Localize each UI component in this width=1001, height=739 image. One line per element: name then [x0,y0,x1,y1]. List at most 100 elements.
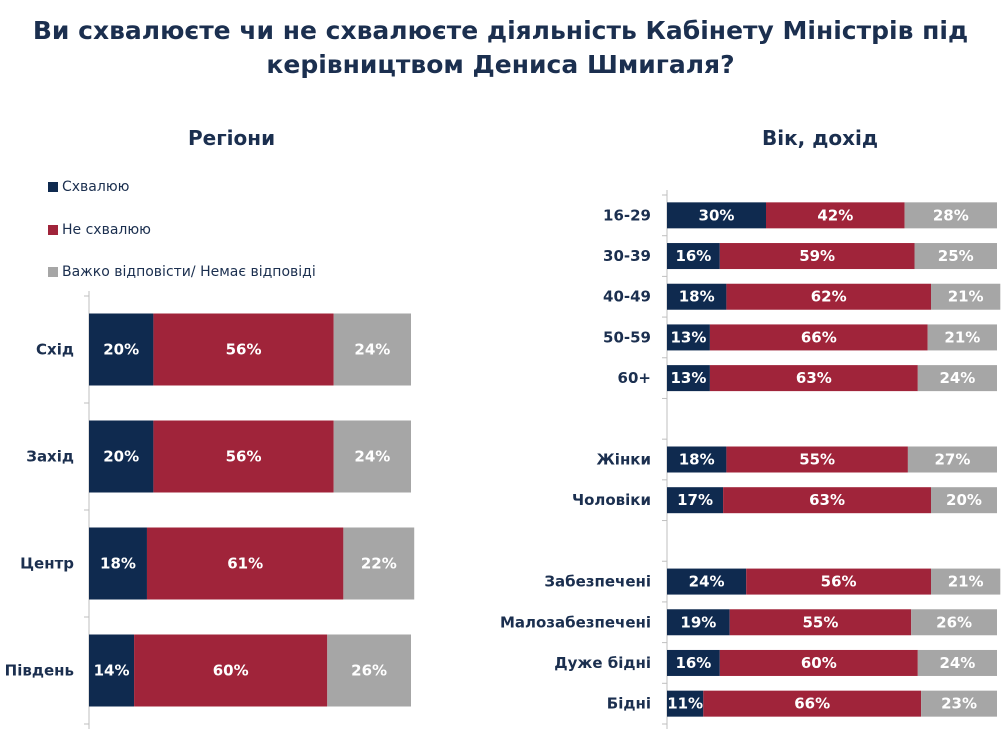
category-label: Чоловіки [572,491,651,509]
data-label: 42% [817,206,853,224]
bar-segment [766,202,905,229]
legend-label: Не схвалюю [62,222,151,238]
data-label: 60% [213,662,249,680]
data-label: 26% [351,662,387,680]
legend-swatch [48,267,58,277]
category-label: Бідні [607,695,651,713]
bar-segment [726,283,931,310]
bar-segment [89,313,154,386]
bar-segment [327,634,411,707]
bar-segment [89,527,147,600]
data-label: 56% [226,448,262,466]
data-label: 20% [103,448,139,466]
data-label: 20% [103,341,139,359]
data-label: 19% [680,613,716,631]
category-label: Захід [26,448,74,466]
bar-segment [931,568,1001,595]
bar-segment [667,568,747,595]
data-label: 55% [802,613,838,631]
data-label: 55% [799,451,835,469]
category-label: Південь [5,662,74,680]
legend-item-approve: Схвалюю [48,179,129,195]
data-label: 60% [801,654,837,672]
category-label: 16-29 [603,206,651,224]
data-label: 24% [939,369,975,387]
bar-segment [723,487,931,514]
bar-segment [89,634,135,707]
bar-segment [667,324,710,351]
legend-swatch [48,182,58,192]
legend-label: Важко відповісти/ Немає відповіді [62,264,316,280]
bar-segment [729,609,912,636]
data-label: 59% [799,247,835,265]
bar-segment [911,609,997,636]
bar-segment [134,634,328,707]
bar-segment [343,527,415,600]
data-label: 17% [677,491,713,509]
bar-segment [931,487,997,514]
data-label: 21% [948,573,984,591]
data-label: 18% [679,288,715,306]
category-label: Забезпечені [544,573,651,591]
data-label: 26% [936,613,972,631]
bar-segment [703,690,922,717]
bar-segment [914,243,997,270]
data-label: 27% [934,451,970,469]
bar-segment [719,243,915,270]
data-label: 21% [944,328,980,346]
data-label: 20% [946,491,982,509]
bar-segment [153,313,334,386]
bar-segment [333,313,411,386]
data-label: 24% [939,654,975,672]
legend-swatch [48,225,58,235]
data-label: 16% [675,247,711,265]
bar-segment [153,420,334,493]
data-label: 63% [809,491,845,509]
category-label: Центр [20,555,74,573]
bar-segment [746,568,931,595]
bar-segment [667,446,727,473]
data-label: 63% [796,369,832,387]
bar-segment [146,527,344,600]
category-label: Малозабезпечені [500,613,651,631]
data-label: 66% [794,695,830,713]
bar-segment [927,324,997,351]
category-label: Жінки [596,451,651,469]
data-label: 25% [938,247,974,265]
data-label: 21% [948,288,984,306]
bar-segment [667,365,710,392]
bar-segment [667,487,724,514]
bar-segment [709,324,928,351]
bar-segment [667,649,720,676]
legend-item-disapprove: Не схвалюю [48,222,151,238]
bar-segment [931,283,1001,310]
data-label: 24% [354,448,390,466]
bar-segment [667,202,766,229]
regions-chart-title: Регіони [188,126,276,150]
category-label: 30-39 [603,247,651,265]
data-label: 22% [361,555,397,573]
bar-segment [667,609,730,636]
bar-segment [667,283,727,310]
category-label: Схід [36,341,74,359]
data-label: 11% [667,695,703,713]
legend-label: Схвалюю [62,179,130,195]
bar-segment [917,365,997,392]
data-label: 28% [933,206,969,224]
data-label: 23% [941,695,977,713]
data-label: 56% [226,341,262,359]
bar-segment [667,690,704,717]
data-label: 24% [354,341,390,359]
page-title: Ви схвалюєте чи не схвалюєте діяльність … [32,16,969,79]
data-label: 61% [227,555,263,573]
data-label: 14% [94,662,130,680]
bar-segment [907,446,997,473]
data-label: 66% [801,328,837,346]
data-label: 13% [670,328,706,346]
bar-segment [719,649,918,676]
category-label: Дуже бідні [554,654,651,672]
bar-segment [709,365,918,392]
data-label: 16% [675,654,711,672]
bar-segment [726,446,908,473]
category-label: 60+ [618,369,651,387]
